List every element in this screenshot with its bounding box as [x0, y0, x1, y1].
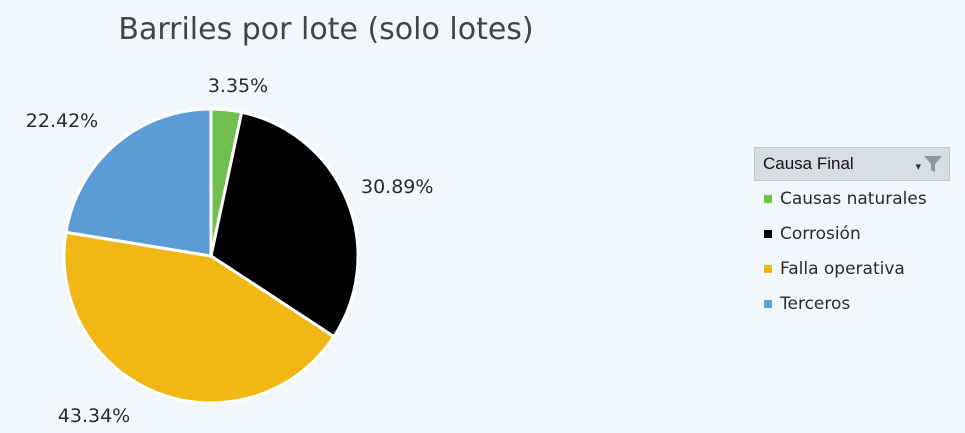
- legend-item-label: Corrosión: [780, 223, 861, 244]
- legend-swatch: [764, 264, 772, 273]
- data-label-2: 30.89%: [361, 176, 433, 198]
- legend-header-label: Causa Final: [763, 154, 854, 173]
- legend-item-4[interactable]: Terceros: [754, 286, 950, 321]
- legend-swatch: [764, 299, 772, 308]
- legend-item-label: Falla operativa: [780, 258, 905, 279]
- pie-slice-2[interactable]: [209, 110, 360, 339]
- legend-item-2[interactable]: Corrosión: [754, 216, 950, 251]
- legend-header: Causa Final ▾: [754, 147, 950, 181]
- pie-slice-4[interactable]: [64, 107, 213, 258]
- legend-item-label: Terceros: [780, 293, 851, 314]
- legend-swatch: [764, 194, 772, 203]
- filter-button[interactable]: ▾: [915, 154, 943, 174]
- data-label-3: 43.34%: [58, 405, 130, 427]
- filter-icon: [924, 156, 942, 172]
- legend-item-1[interactable]: Causas naturales: [754, 181, 950, 216]
- chart-title: Barriles por lote (solo lotes): [118, 12, 533, 47]
- pie-slice-3[interactable]: [62, 230, 336, 405]
- dropdown-arrow-icon: ▾: [915, 160, 921, 173]
- data-label-4: 22.42%: [26, 110, 98, 132]
- legend-item-label: Causas naturales: [780, 188, 927, 209]
- legend-item-3[interactable]: Falla operativa: [754, 251, 950, 286]
- legend-swatch: [764, 229, 772, 238]
- legend: Causa Final ▾ Causas naturales Corrosión F…: [754, 147, 950, 321]
- data-label-1: 3.35%: [208, 75, 268, 97]
